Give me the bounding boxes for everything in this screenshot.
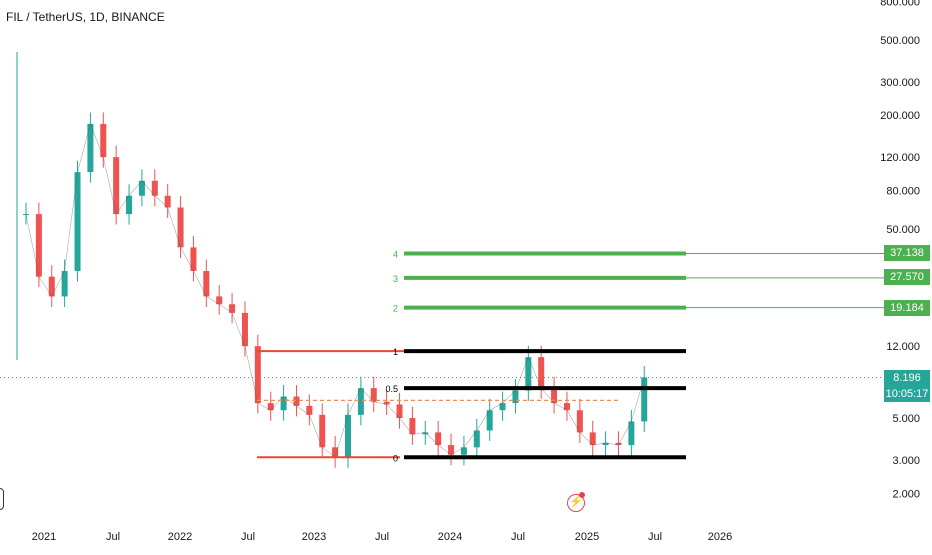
candle-body xyxy=(100,123,107,158)
candle-body xyxy=(306,405,313,415)
candle-body xyxy=(486,410,493,431)
candle-body xyxy=(203,270,210,297)
candle-body xyxy=(48,276,55,297)
current-price-tag: 8.196 10:05:17 xyxy=(884,370,930,402)
candle-body xyxy=(563,403,570,411)
candle-body xyxy=(74,172,81,271)
candle-body xyxy=(332,447,339,458)
candle-body xyxy=(319,414,326,448)
candle-body xyxy=(254,346,261,404)
level-label-4: 4 xyxy=(393,249,398,259)
candle-body xyxy=(190,247,197,271)
symbol-title[interactable]: FIL / TetherUS, 1D, BINANCE xyxy=(6,10,165,24)
level-label-3: 3 xyxy=(393,274,398,284)
level-label-1: 1 xyxy=(393,347,398,357)
y-tick-label: 120.000 xyxy=(880,152,920,164)
y-tick-label: 200.000 xyxy=(880,110,920,122)
x-tick-label: 2023 xyxy=(302,531,326,543)
y-tick-label: 2.000 xyxy=(892,488,920,500)
candle-body xyxy=(370,388,377,402)
candle-body xyxy=(641,377,648,422)
candle-body xyxy=(422,432,429,435)
alert-dot-icon xyxy=(579,492,585,498)
y-tick-label: 3.000 xyxy=(892,455,920,467)
candle-body xyxy=(216,296,223,305)
candle-body xyxy=(383,401,390,405)
y-tick-label: 800.000 xyxy=(880,0,920,8)
y-tick-label: 300.000 xyxy=(880,77,920,89)
candle-body xyxy=(113,157,120,215)
current-price-value: 8.196 xyxy=(893,372,921,384)
level-3-price-tag: 27.570 xyxy=(884,269,930,285)
candle-body xyxy=(357,388,364,415)
candle-body xyxy=(138,180,145,196)
candle-body xyxy=(293,396,300,406)
x-tick-label: 2026 xyxy=(708,531,732,543)
candle-body xyxy=(499,403,506,411)
x-tick-label: Jul xyxy=(241,531,255,543)
candle-body xyxy=(628,421,635,446)
level-label-0: 0 xyxy=(393,453,398,463)
candle-body xyxy=(448,445,455,455)
candle-body xyxy=(126,195,133,215)
level-label-0.5: 0.5 xyxy=(385,384,398,394)
level-label-2: 2 xyxy=(393,304,398,314)
y-tick-label: 12.000 xyxy=(886,341,920,353)
candle-body xyxy=(267,403,274,411)
alert-icon[interactable]: ⚡ xyxy=(567,494,585,512)
x-tick-label: 2022 xyxy=(168,531,192,543)
y-tick-label: 80.000 xyxy=(886,185,920,197)
countdown-timer: 10:05:17 xyxy=(885,388,929,400)
candle-body xyxy=(538,357,545,389)
candle-body xyxy=(151,180,158,196)
candle-body xyxy=(87,123,94,173)
candle-body xyxy=(460,447,467,455)
candle-body xyxy=(241,312,248,347)
candle-body xyxy=(35,214,42,277)
level-4-price-tag: 37.138 xyxy=(884,245,930,261)
x-tick-label: Jul xyxy=(511,531,525,543)
candle-body xyxy=(280,396,287,411)
candle-body xyxy=(589,432,596,446)
x-tick-label: 2025 xyxy=(575,531,599,543)
level-2-price-tag: 19.184 xyxy=(884,300,930,316)
candle-body xyxy=(396,404,403,419)
x-tick-label: Jul xyxy=(106,531,120,543)
x-tick-label: 2021 xyxy=(32,531,56,543)
candle-body xyxy=(409,418,416,435)
candle-body xyxy=(602,442,609,446)
candle-body xyxy=(164,195,171,208)
candle-body xyxy=(229,304,236,313)
x-tick-label: Jul xyxy=(648,531,662,543)
candle-body xyxy=(615,442,622,446)
y-tick-label: 500.000 xyxy=(880,35,920,47)
scroll-handle[interactable] xyxy=(0,488,4,510)
candle-body xyxy=(345,414,351,458)
candle-body xyxy=(576,410,583,433)
candle-body xyxy=(61,270,68,297)
y-tick-label: 50.000 xyxy=(886,224,920,236)
candle-body xyxy=(512,390,519,404)
candle-body xyxy=(177,207,184,248)
candle-body xyxy=(473,430,480,448)
candle-body xyxy=(435,432,442,446)
candle-body xyxy=(525,357,532,391)
x-tick-label: 2024 xyxy=(438,531,462,543)
y-tick-label: 5.000 xyxy=(892,413,920,425)
x-tick-label: Jul xyxy=(375,531,389,543)
candle-body xyxy=(551,388,558,404)
